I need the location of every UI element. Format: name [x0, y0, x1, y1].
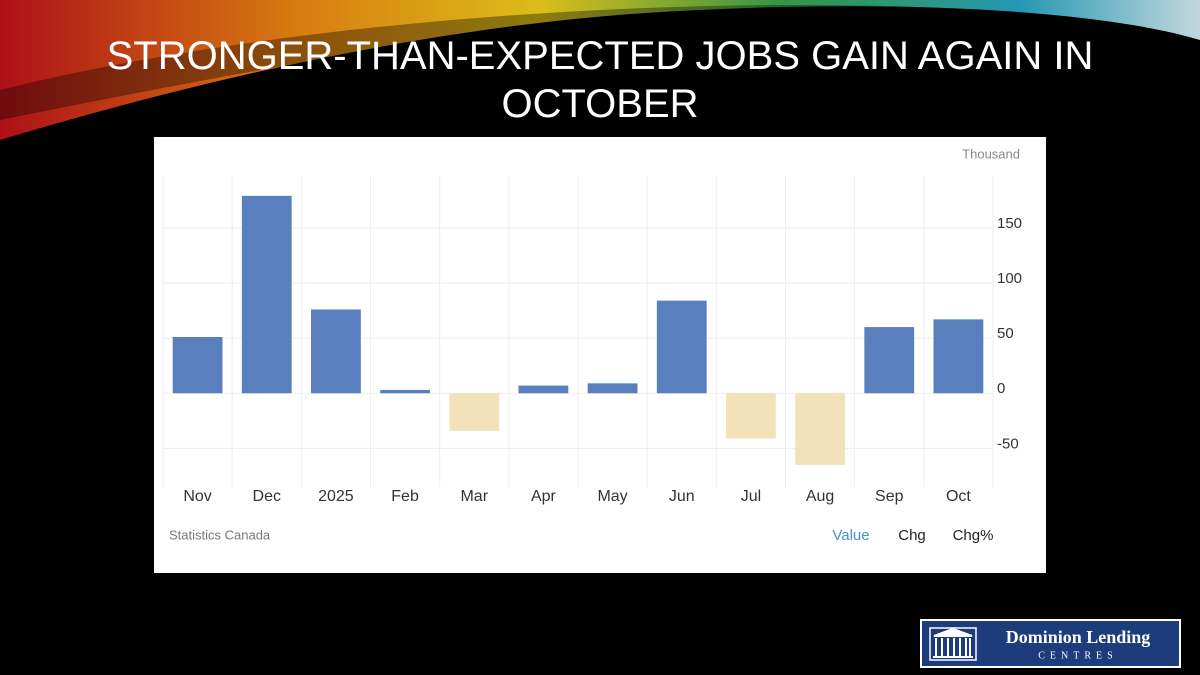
x-tick-label: Nov: [183, 488, 211, 505]
decor-swirl-shadow: [0, 5, 1200, 120]
bar: [864, 327, 915, 394]
tab-value[interactable]: Value: [832, 527, 869, 544]
logo-sub: CENTRES: [1038, 650, 1117, 661]
logo: Dominion Lending CENTRES: [920, 619, 1181, 668]
bar: [656, 300, 707, 394]
x-tick-label: Sep: [875, 488, 904, 505]
x-tick-label: Apr: [531, 488, 557, 505]
x-tick-label: Oct: [946, 488, 971, 505]
decor-swirl: [0, 0, 1200, 140]
tab-chg-pct[interactable]: Chg%: [953, 527, 994, 544]
bar: [587, 383, 638, 394]
x-tick-label: Mar: [460, 488, 488, 505]
bar: [172, 337, 223, 394]
bar: [449, 393, 500, 431]
unit-label: Thousand: [962, 146, 1020, 161]
x-tick-label: Dec: [253, 488, 281, 505]
bar: [933, 319, 984, 394]
bar: [311, 309, 361, 394]
x-tick-label: Jun: [669, 488, 695, 505]
x-tick-label: Feb: [391, 488, 419, 505]
bar: [518, 385, 569, 394]
x-tick-label: Jul: [741, 488, 761, 505]
bar: [795, 393, 845, 465]
logo-name: Dominion Lending: [1006, 627, 1151, 647]
tab-chg[interactable]: Chg: [898, 527, 926, 544]
bar: [380, 389, 430, 394]
bar: [726, 393, 776, 439]
bar: [241, 195, 292, 394]
y-tick-label: 0: [997, 380, 1005, 397]
y-tick-label: 150: [997, 215, 1022, 232]
x-tick-label: Aug: [806, 488, 834, 505]
y-tick-label: 100: [997, 270, 1022, 287]
source-label: Statistics Canada: [169, 527, 271, 542]
y-tick-label: -50: [997, 435, 1019, 452]
x-tick-label: 2025: [318, 488, 354, 505]
y-tick-label: 50: [997, 325, 1014, 342]
slide-title-line: STRONGER-THAN-EXPECTED JOBS GAIN AGAIN I…: [107, 34, 1094, 126]
x-tick-label: May: [597, 488, 627, 505]
